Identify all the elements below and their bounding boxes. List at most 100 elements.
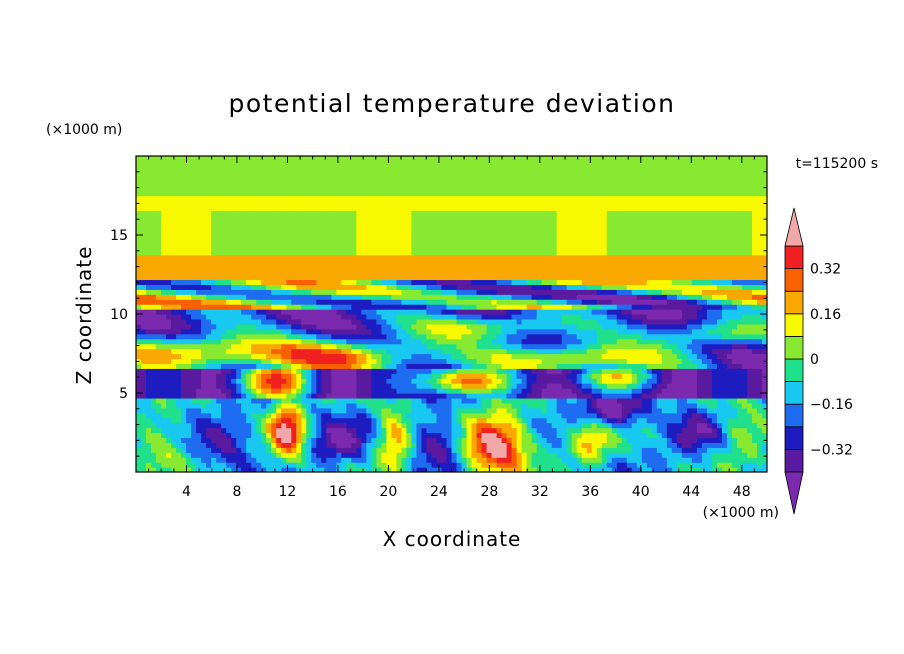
field-cell — [176, 284, 182, 290]
field-cell — [456, 383, 463, 389]
field-cell — [691, 462, 698, 468]
field-cell — [686, 452, 693, 458]
field-cell — [521, 373, 528, 379]
field-cell — [461, 338, 468, 345]
field-cell — [656, 328, 663, 335]
field-cell — [181, 304, 187, 310]
field-cell — [166, 333, 172, 340]
field-cell — [226, 279, 232, 285]
field-cell — [576, 383, 583, 389]
field-cell — [151, 417, 157, 424]
field-cell — [141, 422, 147, 429]
field-cell — [296, 299, 302, 305]
field-cell — [331, 353, 337, 360]
field-cell — [626, 437, 633, 443]
field-cell — [191, 402, 197, 409]
field-cell — [581, 353, 588, 360]
field-cell — [351, 402, 357, 409]
field-cell — [341, 373, 347, 379]
field-cell — [156, 452, 162, 458]
field-cell — [636, 417, 643, 424]
field-cell — [461, 368, 468, 374]
field-cell — [296, 363, 302, 369]
field-cell — [721, 314, 728, 320]
field-cell — [276, 467, 282, 472]
field-cell — [656, 442, 663, 448]
field-cell — [456, 432, 463, 439]
field-cell — [411, 378, 418, 384]
field-cell — [606, 383, 613, 389]
field-cell — [471, 422, 478, 429]
field-cell — [446, 417, 453, 424]
field-cell — [391, 447, 398, 453]
field-cell — [656, 462, 663, 468]
field-cell — [726, 279, 733, 285]
field-cell — [716, 323, 723, 330]
field-cell — [241, 462, 247, 468]
field-cell — [251, 467, 257, 472]
field-cell — [266, 373, 272, 379]
field-cell — [456, 417, 463, 424]
field-cell — [706, 412, 713, 419]
field-cell — [601, 304, 608, 310]
field-cell — [351, 279, 357, 285]
field-cell — [676, 467, 683, 472]
field-cell — [401, 422, 408, 429]
field-cell — [276, 427, 282, 434]
field-cell — [616, 343, 623, 350]
field-cell — [396, 279, 403, 285]
field-cell — [486, 358, 493, 364]
field-cell — [616, 289, 623, 295]
field-cell — [711, 353, 718, 360]
field-cell — [641, 442, 648, 448]
field-cell — [486, 383, 493, 389]
field-cell — [601, 294, 608, 300]
field-cell — [311, 279, 317, 285]
field-cell — [366, 373, 372, 379]
field-cell — [746, 363, 753, 369]
field-cell — [306, 442, 312, 448]
field-cell — [681, 368, 688, 374]
field-cell — [246, 289, 252, 295]
field-cell — [481, 452, 488, 458]
field-cell — [276, 358, 282, 364]
field-cell — [376, 452, 382, 458]
field-cell — [191, 417, 197, 424]
field-cell — [186, 427, 192, 434]
field-cell — [146, 432, 152, 439]
field-cell — [516, 417, 523, 424]
field-cell — [586, 452, 593, 458]
field-cell — [616, 353, 623, 360]
field-cell — [221, 358, 227, 364]
field-cell — [576, 318, 583, 325]
field-cell — [371, 294, 377, 300]
field-cell — [291, 457, 297, 463]
field-cell — [446, 402, 453, 409]
field-cell — [551, 402, 558, 409]
field-cell — [476, 388, 483, 394]
field-cell — [376, 383, 382, 389]
field-cell — [516, 314, 523, 320]
field-cell — [541, 304, 548, 310]
field-cell — [201, 383, 207, 389]
field-cell — [241, 314, 247, 320]
field-cell — [671, 373, 678, 379]
field-cell — [251, 422, 257, 429]
field-cell — [376, 388, 382, 394]
field-cell — [546, 358, 553, 364]
field-cell — [561, 467, 568, 472]
field-cell — [736, 323, 743, 330]
field-cell — [516, 284, 523, 290]
field-cell — [741, 437, 748, 443]
field-cell — [341, 309, 347, 315]
field-cell — [686, 447, 693, 453]
field-cell — [646, 333, 653, 340]
field-cell — [431, 378, 438, 384]
field-cell — [331, 383, 337, 389]
field-cell — [566, 467, 573, 472]
field-cell — [576, 388, 583, 394]
field-cell — [431, 407, 438, 414]
field-cell — [286, 378, 292, 384]
field-cell — [191, 299, 197, 305]
field-cell — [506, 304, 513, 310]
